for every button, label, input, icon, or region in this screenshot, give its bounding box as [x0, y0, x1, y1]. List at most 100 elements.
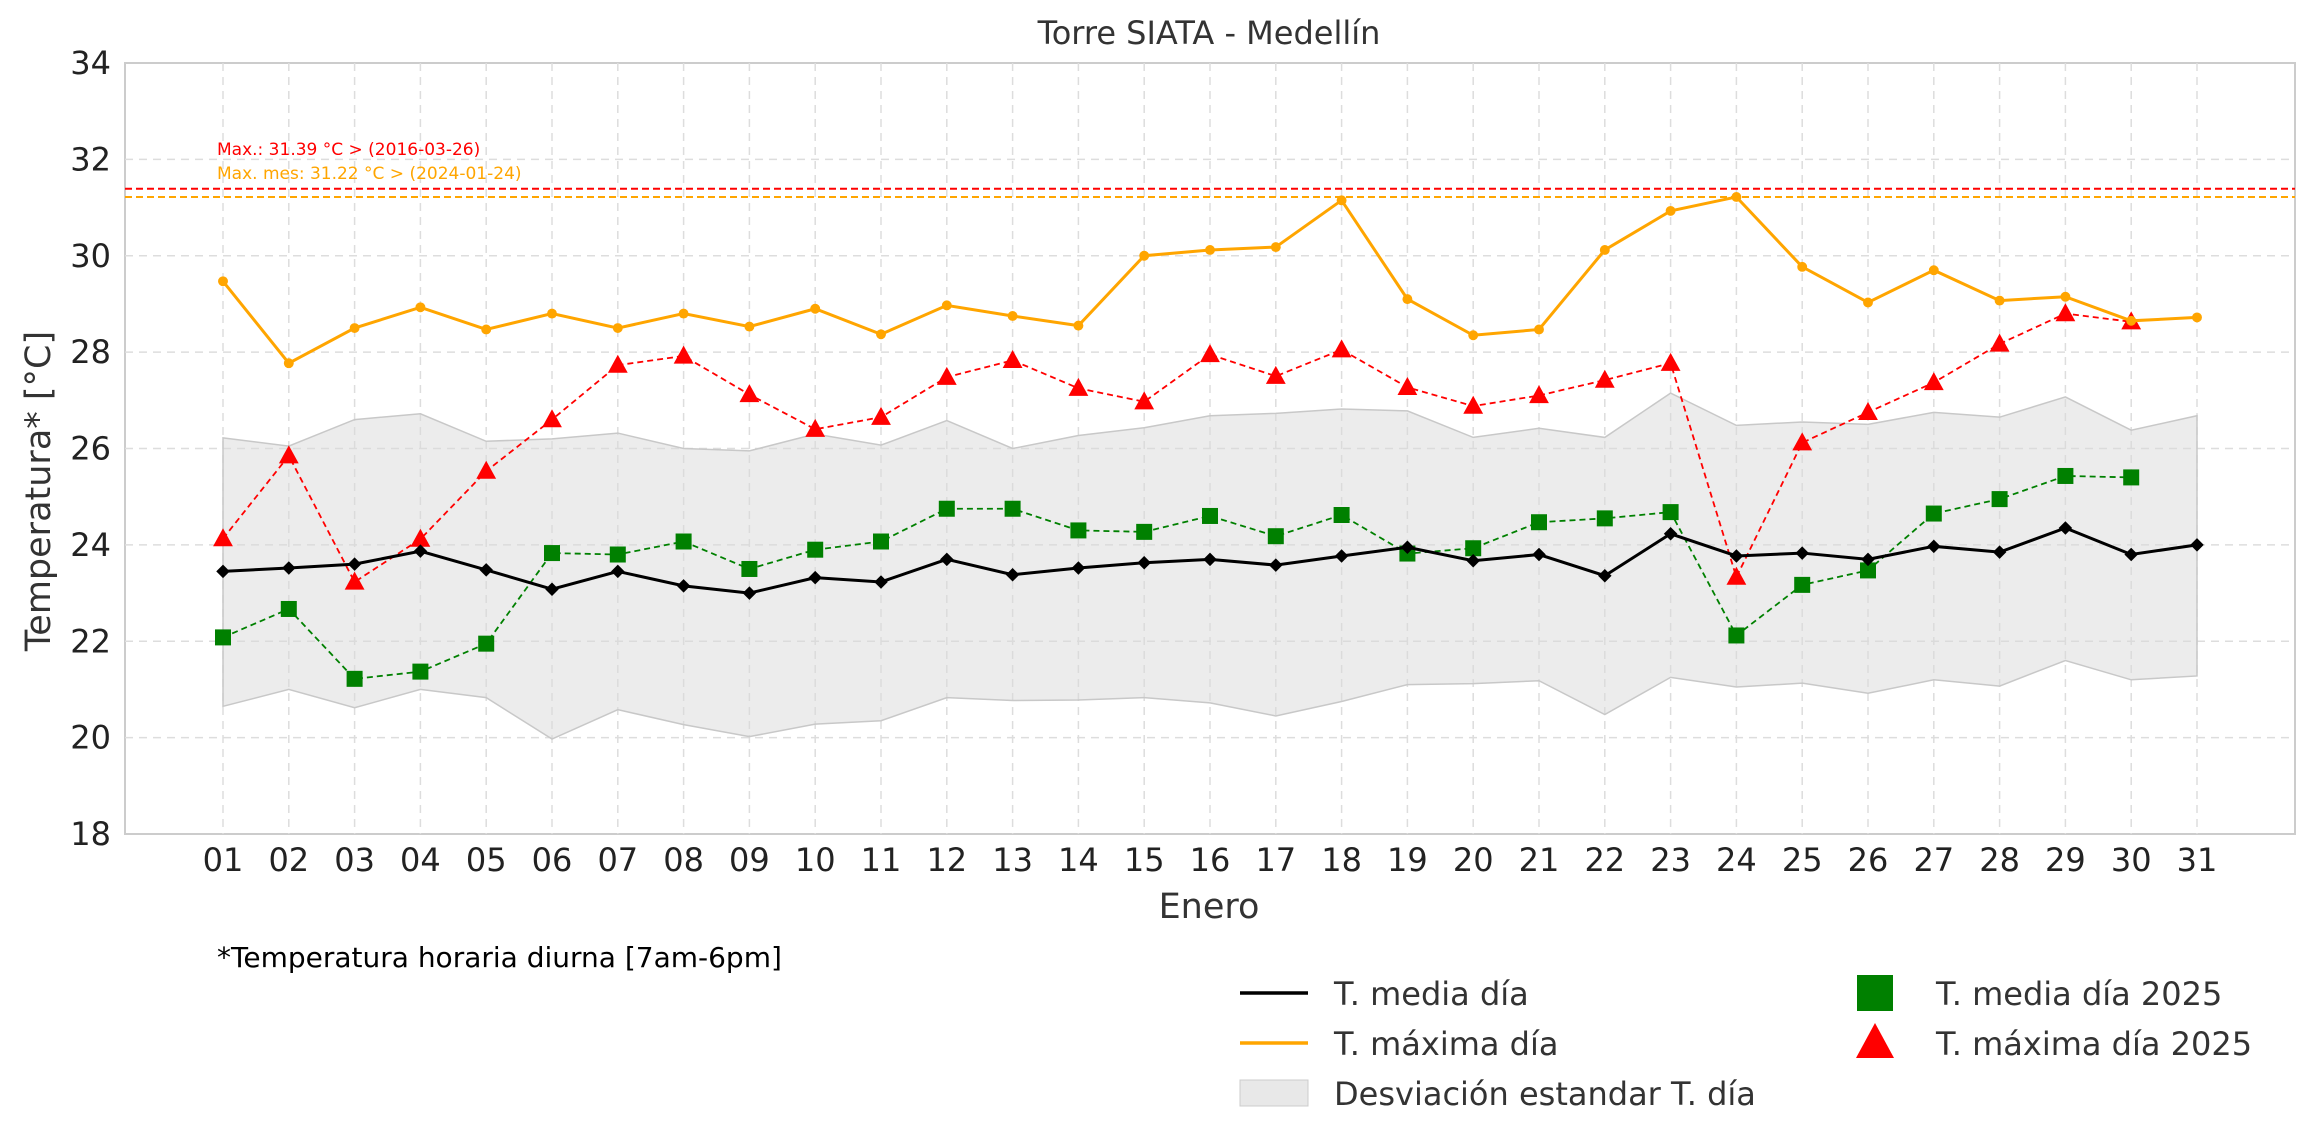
data-point-t-m-xima-d-a: [1928, 265, 1939, 276]
data-point-t-m-xima-d-a: [1205, 245, 1215, 255]
data-point-t-media-d-a-2025: [2123, 469, 2140, 486]
data-point-t-media-d-a-2025: [1004, 500, 1021, 517]
x-tick-label: 22: [1584, 841, 1625, 879]
data-point-t-m-xima-d-a: [349, 323, 360, 333]
data-point-t-media-d-a-2025: [609, 546, 626, 563]
data-point-t-m-xima-d-a-2025: [1989, 333, 2010, 352]
data-point-t-m-xima-d-a-2025: [1397, 376, 1418, 395]
data-point-t-m-xima-d-a-2025: [213, 528, 233, 547]
data-point-t-media-d-a: [1795, 546, 1809, 560]
data-point-t-media-d-a-2025: [346, 670, 363, 687]
data-point-t-media-d-a-2025: [1991, 491, 2008, 508]
x-tick-label: 05: [466, 841, 507, 879]
data-point-t-media-d-a: [1071, 561, 1086, 575]
x-tick-label: 07: [597, 841, 638, 879]
data-point-t-media-d-a: [545, 582, 559, 596]
data-point-t-m-xima-d-a: [1073, 320, 1084, 331]
y-tick-label: 20: [70, 719, 111, 757]
data-point-t-media-d-a-2025: [1794, 576, 1811, 593]
data-point-t-m-xima-d-a-2025: [542, 409, 562, 428]
data-point-t-m-xima-d-a: [283, 358, 294, 369]
data-point-t-m-xima-d-a-2025: [278, 445, 299, 464]
series-line-t-media-d-a-2025: [222, 475, 2132, 680]
data-point-t-media-d-a: [1861, 552, 1875, 567]
data-point-t-m-xima-d-a: [481, 324, 492, 335]
x-tick-label: 10: [795, 841, 836, 879]
x-tick-label: 17: [1255, 841, 1296, 879]
data-point-t-m-xima-d-a-2025: [805, 418, 826, 437]
data-point-t-m-xima-d-a: [1731, 192, 1742, 202]
data-point-t-m-xima-d-a-2025: [1792, 432, 1813, 451]
data-point-t-m-xima-d-a-2025: [1134, 391, 1155, 410]
data-point-t-media-d-a: [2124, 547, 2138, 562]
data-point-t-media-d-a: [1466, 554, 1480, 568]
data-point-t-media-d-a: [1598, 568, 1612, 583]
x-tick-label: 06: [532, 841, 573, 879]
data-point-t-m-xima-d-a-2025: [936, 366, 957, 385]
x-tick-label: 27: [1913, 841, 1954, 879]
data-point-t-m-xima-d-a-2025: [1923, 372, 1944, 391]
data-point-t-media-d-a: [1729, 549, 1744, 563]
data-point-t-media-d-a-2025: [741, 560, 758, 577]
data-point-t-m-xima-d-a: [547, 308, 557, 319]
x-tick-label: 20: [1453, 841, 1494, 879]
y-tick-label: 26: [70, 430, 111, 468]
data-point-t-media-d-a-2025: [1136, 523, 1153, 540]
data-point-t-media-d-a: [1269, 558, 1283, 572]
x-tick-label: 23: [1650, 841, 1691, 879]
data-point-t-media-d-a: [611, 564, 625, 579]
data-point-t-media-d-a: [2190, 538, 2204, 552]
x-tick-label: 08: [663, 841, 704, 879]
x-tick-label: 11: [861, 841, 902, 879]
data-point-t-m-xima-d-a-2025: [1002, 349, 1023, 368]
x-tick-label: 12: [926, 841, 967, 879]
data-point-t-media-d-a: [874, 575, 888, 589]
data-point-t-media-d-a: [1532, 547, 1546, 562]
data-point-t-media-d-a-2025: [478, 635, 495, 652]
data-point-t-media-d-a-2025: [1531, 514, 1547, 531]
data-point-t-media-d-a-2025: [412, 663, 429, 680]
data-point-t-media-d-a-2025: [2057, 467, 2074, 484]
data-point-t-m-xima-d-a-2025: [1068, 377, 1089, 396]
x-tick-label: 26: [1848, 841, 1889, 879]
data-point-t-m-xima-d-a: [876, 329, 886, 340]
data-point-t-media-d-a: [1992, 545, 2007, 559]
x-axis-label: Enero: [1159, 887, 1260, 927]
data-point-t-m-xima-d-a: [1270, 242, 1281, 253]
data-point-t-media-d-a-2025: [1267, 528, 1284, 545]
legend-label: T. media día: [1333, 975, 1529, 1013]
series-line-t-m-xima-d-a-2025: [222, 312, 2132, 584]
data-point-t-m-xima-d-a: [744, 321, 755, 332]
data-point-t-m-xima-d-a-2025: [2055, 303, 2076, 322]
x-tick-label: 25: [1782, 841, 1823, 879]
y-tick-label: 30: [70, 237, 111, 275]
y-tick-label: 28: [70, 333, 111, 371]
x-tick-label: 09: [729, 841, 770, 879]
x-tick-label: 13: [992, 841, 1033, 879]
data-point-t-m-xima-d-a-2025: [1594, 369, 1615, 388]
data-point-t-m-xima-d-a: [218, 276, 228, 287]
data-point-t-media-d-a-2025: [1860, 562, 1876, 579]
y-tick-label: 22: [70, 622, 111, 660]
data-point-t-media-d-a-2025: [1465, 540, 1482, 557]
data-point-t-media-d-a: [1005, 568, 1020, 582]
data-point-t-m-xima-d-a: [1665, 205, 1676, 216]
x-tick-label: 30: [2111, 841, 2152, 879]
x-tick-label: 16: [1190, 841, 1231, 879]
data-point-t-m-xima-d-a: [1007, 311, 1018, 321]
data-point-t-media-d-a: [1203, 552, 1217, 567]
data-point-t-media-d-a-2025: [807, 541, 824, 558]
data-point-t-m-xima-d-a: [1797, 261, 1808, 272]
data-point-t-media-d-a-2025: [1202, 507, 1218, 524]
data-point-t-media-d-a-2025: [873, 533, 889, 550]
data-point-t-m-xima-d-a: [941, 300, 952, 311]
x-tick-label: 19: [1387, 841, 1428, 879]
y-tick-label: 32: [70, 140, 111, 178]
data-point-t-media-d-a-2025: [544, 545, 560, 562]
data-point-t-m-xima-d-a-2025: [1200, 344, 1220, 363]
data-point-t-m-xima-d-a: [1139, 250, 1150, 261]
data-point-t-m-xima-d-a-2025: [871, 406, 891, 425]
y-tick-label: 24: [70, 526, 111, 564]
data-point-t-media-d-a: [1927, 539, 1941, 554]
legend-item: T. máxima día 2025: [1856, 1023, 2252, 1063]
